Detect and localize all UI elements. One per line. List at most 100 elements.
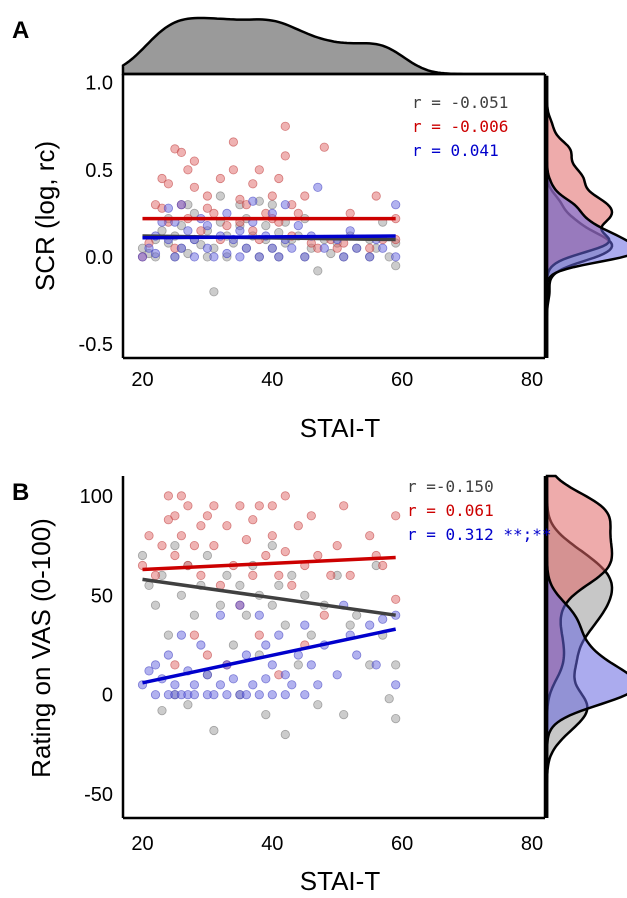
data-point-red [248,570,258,581]
y-tick-label: 50 [91,585,113,607]
data-point-red [176,491,186,501]
data-point-grey [391,660,401,670]
data-point-blue [235,252,245,262]
data-point-grey [261,709,271,720]
data-point-grey [280,729,290,740]
data-point-red [287,580,297,591]
data-point-red [254,630,264,640]
data-point-red [189,156,199,166]
data-point-red [176,147,186,157]
data-point-blue [300,620,310,630]
data-point-red [306,511,316,521]
data-point-blue [215,680,225,690]
data-point-blue [365,620,375,630]
y-axis-title: Rating on VAS (0-100) [26,518,56,778]
data-point-blue [300,252,310,262]
data-point-grey [345,620,355,630]
data-point-red [183,165,193,175]
data-point-grey [391,261,401,271]
data-point-blue [163,650,173,660]
data-point-grey [235,580,245,591]
data-point-blue [267,660,277,670]
panel-b: B -50 0 50 100 20 40 60 80 STAI-T Rating on VAS (0… [12,474,627,896]
data-point-red [196,226,206,236]
x-tick-label: 60 [391,369,413,391]
x-tick-label: 40 [261,833,283,855]
data-point-blue [352,650,362,660]
r-annotation-red: r = -0.006 [412,117,508,136]
data-point-red [176,531,186,541]
data-point-blue [196,640,206,650]
data-point-red [150,570,161,581]
data-point-grey [170,540,180,551]
data-point-blue [306,660,316,670]
data-point-blue [391,680,401,690]
data-point-grey [261,221,271,231]
data-point-red [254,501,264,511]
data-point-blue [222,248,232,259]
data-point-blue [241,690,251,700]
data-point-red [202,203,212,213]
data-point-red [196,570,206,581]
x-axis-title: STAI-T [300,866,381,896]
data-point-red [293,521,303,531]
x-tick-label: 20 [131,833,153,855]
data-point-red [202,511,212,521]
data-point-red [248,515,258,525]
data-point-blue [209,252,219,262]
data-point-red [183,501,193,511]
panel-a: A -0.5 0.0 0.5 1.0 20 40 60 80 STAI-T SCR (log, rc… [12,16,627,443]
data-point-red [189,540,199,551]
data-point-grey [215,191,225,201]
data-point-blue [313,182,323,192]
r-annotation-blue: r = 0.312 **;** [407,525,552,544]
data-point-red [391,511,401,521]
data-point-blue [261,674,271,684]
data-point-red [326,570,336,581]
data-point-red [235,194,245,204]
data-point-grey [222,570,232,581]
data-point-blue [235,226,245,236]
data-point-blue [267,208,277,218]
y-tick-label: 1.0 [85,73,113,95]
data-point-blue [150,248,161,259]
data-point-grey [280,620,290,630]
data-point-blue [176,630,186,640]
data-point-grey [189,610,199,620]
data-point-grey [352,610,362,620]
data-point-red [235,501,245,511]
data-point-blue [241,243,251,253]
data-point-blue [150,690,161,700]
data-point-grey [384,694,394,704]
top-density-grey [121,16,545,76]
data-point-red [371,191,381,201]
data-point-grey [267,200,277,210]
data-point-blue [241,650,251,660]
data-point-blue [254,610,264,620]
data-point-grey [137,550,148,561]
data-point-red [222,521,232,531]
data-point-red [378,560,388,571]
data-point-blue [189,690,199,700]
fit-line-blue [142,234,396,240]
data-point-blue [209,690,219,700]
data-point-grey [300,590,310,600]
data-point-blue [202,221,212,231]
data-point-blue [287,243,297,253]
data-point-red [228,165,238,175]
data-point-blue [137,252,148,262]
data-point-blue [300,690,310,700]
fit-line-red [142,555,396,572]
data-point-red [170,660,180,670]
x-tick-label: 40 [261,369,283,391]
data-point-blue [170,252,180,262]
data-point-grey [202,550,212,561]
data-point-red [254,165,264,175]
data-point-red [391,594,401,604]
data-point-blue [261,640,271,650]
data-point-red [280,491,290,501]
data-point-grey [215,600,225,610]
data-point-red [215,173,225,184]
data-point-red [157,540,167,551]
data-point-grey [176,590,186,600]
